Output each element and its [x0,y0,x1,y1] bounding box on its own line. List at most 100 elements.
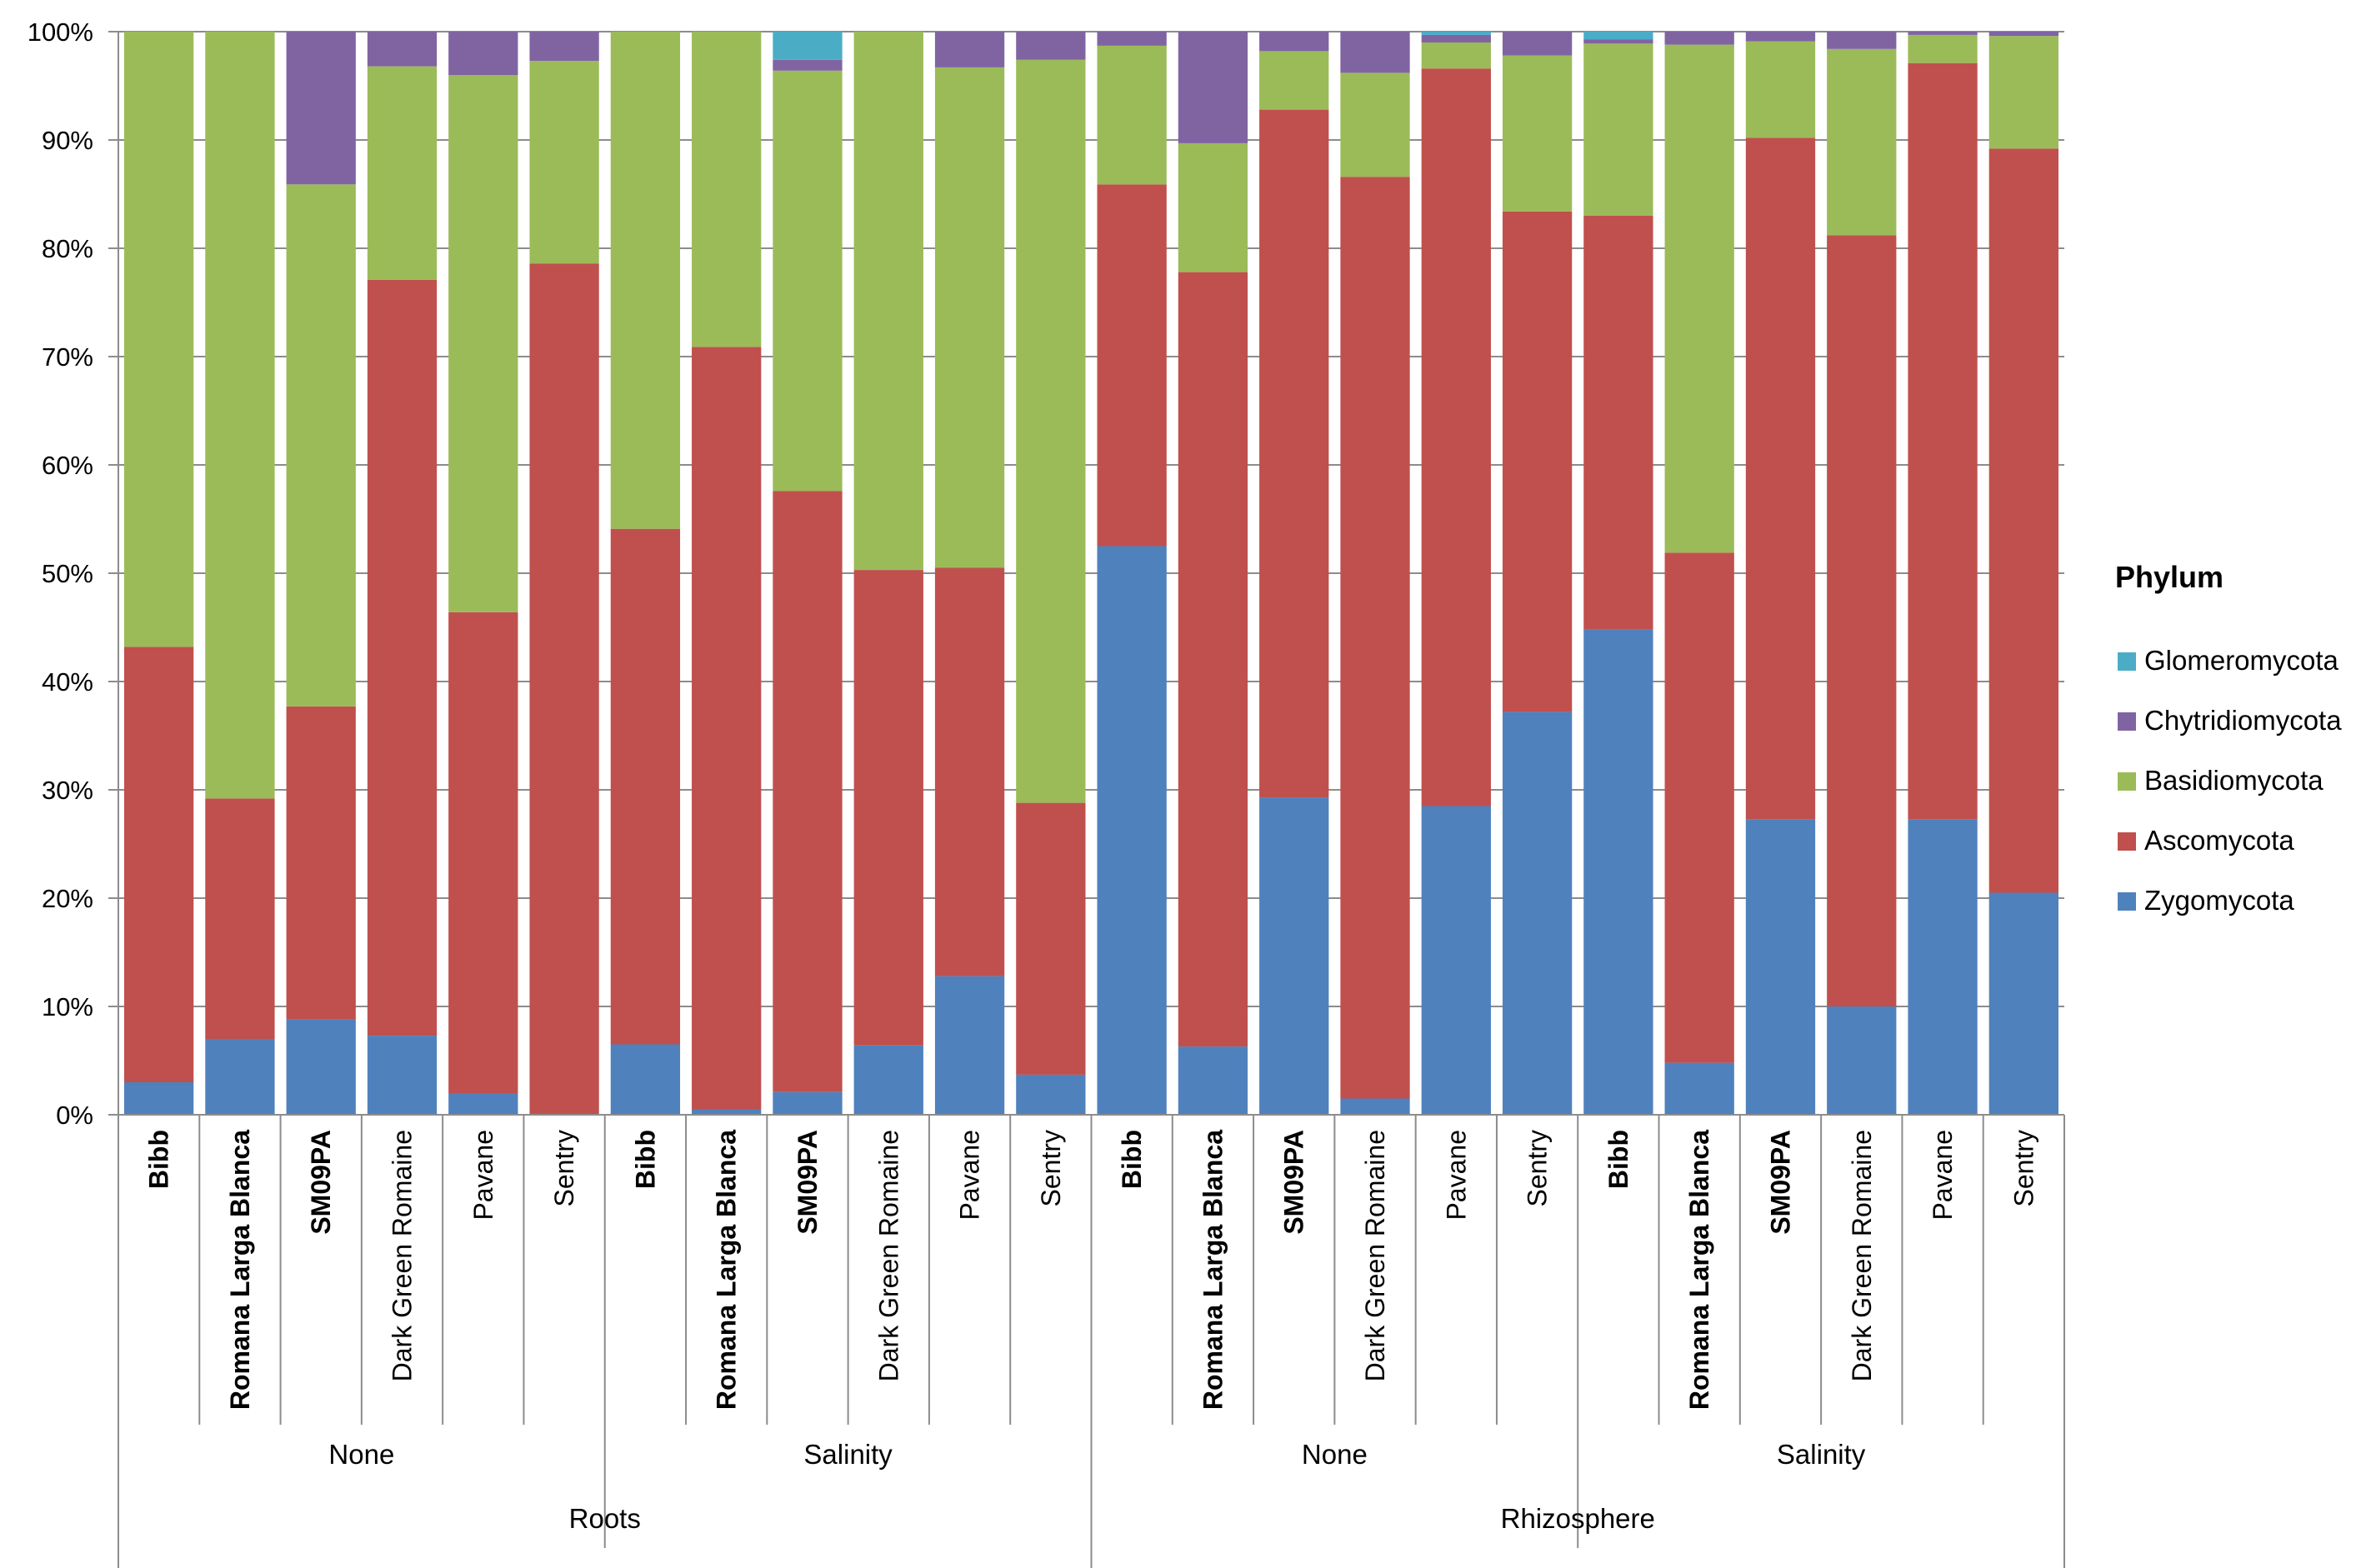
bar-segment-zygomycota [692,1109,762,1115]
sample-group-label: Roots [569,1503,641,1534]
y-tick-label: 20% [42,884,93,913]
y-tick-label: 90% [42,126,93,155]
y-tick-label: 70% [42,342,93,372]
bar-segment-ascomycota [773,491,843,1092]
bar-segment-basidiomycota [529,61,599,264]
bar-segment-basidiomycota [1259,51,1329,110]
bar-segment-basidiomycota [1178,142,1248,272]
bar-segment-basidiomycota [1745,41,1816,138]
x-category-label: Sentry [2008,1130,2038,1206]
bar-segment-zygomycota [1583,629,1653,1115]
bar-segment-basidiomycota [1664,44,1734,553]
bar-segment-zygomycota [1340,1098,1410,1115]
bar-segment-basidiomycota [1340,72,1410,177]
bar-segment-zygomycota [1664,1062,1734,1115]
y-tick-label: 30% [42,776,93,805]
treatment-group-label: None [328,1439,394,1470]
x-category-label: Bibb [1603,1130,1633,1189]
bar-segment-glomeromycota [1583,32,1653,40]
x-category-label: Sentry [1036,1130,1066,1206]
gridlines [118,31,2064,1116]
bar-segment-zygomycota [1097,546,1167,1115]
bar-segment-zygomycota [1421,806,1491,1115]
x-category-label: Bibb [144,1130,174,1189]
bar-segment-zygomycota [1016,1074,1086,1115]
bar-segment-chytridiomycota [286,32,356,185]
bar-segment-ascomycota [205,798,275,1039]
bar-segment-zygomycota [448,1093,518,1115]
bar-segment-basidiomycota [1097,45,1167,185]
x-category-label: Pavane [955,1130,985,1221]
bar-segment-chytridiomycota [1340,32,1410,73]
bar-segment-basidiomycota [1421,42,1491,69]
bar-segment-chytridiomycota [1178,32,1248,143]
bar-segment-chytridiomycota [1259,32,1329,52]
bar-segment-ascomycota [1664,552,1734,1063]
bar-segment-zygomycota [1827,1006,1897,1115]
legend-swatch-ascomycota [2118,832,2136,851]
x-category-label: Sentry [1523,1130,1553,1206]
x-category-label: Dark Green Romaine [873,1130,903,1381]
x-category-label: Romana Larga Blanca [712,1130,742,1410]
x-category-label: Dark Green Romaine [1847,1130,1877,1381]
bar-segment-chytridiomycota [1421,34,1491,42]
bar-segment-ascomycota [1988,148,2058,893]
bar-segment-zygomycota [205,1039,275,1115]
bar-segment-basidiomycota [205,32,275,799]
bar-segment-chytridiomycota [1827,32,1897,49]
bar-segment-basidiomycota [853,32,923,571]
x-category-label: Pavane [1928,1130,1958,1221]
legend-label-glomeromycota: Glomeromycota [2144,645,2339,676]
y-tick-label: 60% [42,451,93,480]
x-category-label: Sentry [549,1130,579,1206]
bar-segment-ascomycota [1016,802,1086,1075]
bar-segment-basidiomycota [1988,36,2058,149]
bar-segment-ascomycota [448,612,518,1093]
bar-segment-zygomycota [934,976,1005,1115]
bar-segment-basidiomycota [448,75,518,612]
bar-segment-chytridiomycota [1097,32,1167,46]
legend-swatch-zygomycota [2118,892,2136,911]
bar-segment-zygomycota [1178,1046,1248,1115]
bar-segment-ascomycota [934,567,1005,976]
bar-segment-basidiomycota [934,67,1005,568]
bar-segment-ascomycota [692,347,762,1110]
bar-segment-basidiomycota [1908,34,1978,63]
bar-segment-basidiomycota [610,32,681,529]
bar-segment-basidiomycota [1583,43,1653,216]
bar-segment-glomeromycota [1421,32,1491,35]
bar-segment-ascomycota [853,570,923,1046]
bar-segment-ascomycota [1340,177,1410,1099]
y-tick-label: 100% [28,17,93,47]
bar-segment-chytridiomycota [1908,32,1978,35]
x-category-label: Dark Green Romaine [1360,1130,1390,1381]
bar-segment-basidiomycota [692,32,762,347]
legend-label-zygomycota: Zygomycota [2144,885,2294,916]
bar-segment-basidiomycota [367,66,438,280]
treatment-group-label: None [1302,1439,1368,1470]
x-category-label: Pavane [468,1130,498,1221]
bars [124,32,2058,1115]
bar-segment-zygomycota [1259,797,1329,1115]
x-category-label: Romana Larga Blanca [1198,1130,1228,1410]
bar-segment-chytridiomycota [1664,32,1734,45]
bar-segment-zygomycota [124,1082,194,1115]
bar-segment-ascomycota [367,279,438,1036]
legend-swatch-chytridiomycota [2118,712,2136,731]
bar-segment-chytridiomycota [1016,32,1086,60]
bar-segment-ascomycota [1908,62,1978,820]
bar-segment-basidiomycota [1827,48,1897,236]
bar-segment-zygomycota [1502,712,1573,1115]
x-category-label: Dark Green Romaine [388,1130,418,1381]
bar-segment-basidiomycota [124,32,194,647]
bar-segment-zygomycota [853,1045,923,1115]
bar-segment-chytridiomycota [1745,32,1816,42]
axes [118,32,2065,1568]
bar-segment-chytridiomycota [934,32,1005,67]
bar-segment-zygomycota [1988,892,2058,1115]
bar-segment-ascomycota [124,647,194,1082]
x-category-label: SM09PA [1279,1130,1309,1235]
y-tick-label: 0% [56,1101,93,1130]
x-category-label: Bibb [1117,1130,1147,1189]
